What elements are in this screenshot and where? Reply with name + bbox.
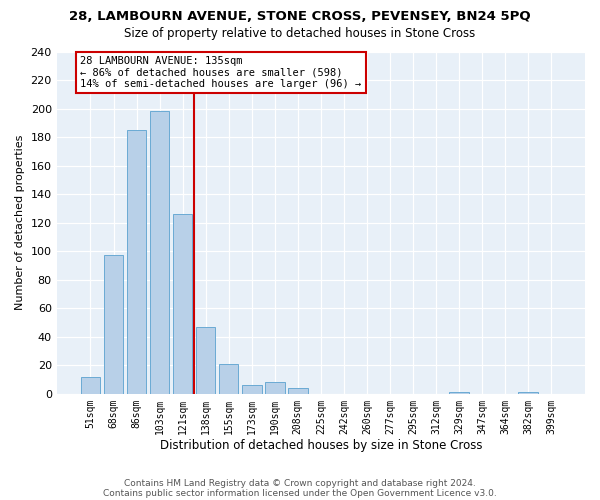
Bar xyxy=(242,386,262,394)
Bar xyxy=(518,392,538,394)
Bar xyxy=(104,256,123,394)
Text: 28, LAMBOURN AVENUE, STONE CROSS, PEVENSEY, BN24 5PQ: 28, LAMBOURN AVENUE, STONE CROSS, PEVENS… xyxy=(69,10,531,23)
Text: Contains public sector information licensed under the Open Government Licence v3: Contains public sector information licen… xyxy=(103,488,497,498)
Text: 28 LAMBOURN AVENUE: 135sqm
← 86% of detached houses are smaller (598)
14% of sem: 28 LAMBOURN AVENUE: 135sqm ← 86% of deta… xyxy=(80,56,361,89)
Bar xyxy=(288,388,308,394)
Bar xyxy=(219,364,238,394)
Bar xyxy=(196,327,215,394)
Bar xyxy=(173,214,193,394)
Bar xyxy=(80,376,100,394)
Bar xyxy=(127,130,146,394)
X-axis label: Distribution of detached houses by size in Stone Cross: Distribution of detached houses by size … xyxy=(160,440,482,452)
Bar xyxy=(265,382,284,394)
Bar xyxy=(449,392,469,394)
Text: Size of property relative to detached houses in Stone Cross: Size of property relative to detached ho… xyxy=(124,28,476,40)
Text: Contains HM Land Registry data © Crown copyright and database right 2024.: Contains HM Land Registry data © Crown c… xyxy=(124,478,476,488)
Bar xyxy=(150,112,169,394)
Y-axis label: Number of detached properties: Number of detached properties xyxy=(15,135,25,310)
